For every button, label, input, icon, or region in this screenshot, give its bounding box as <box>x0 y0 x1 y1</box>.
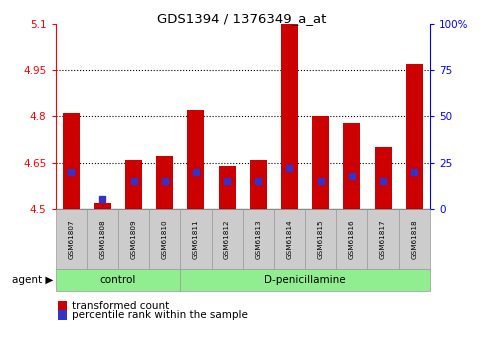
Text: GSM61817: GSM61817 <box>380 219 386 259</box>
Bar <box>343 122 360 209</box>
Text: GDS1394 / 1376349_a_at: GDS1394 / 1376349_a_at <box>157 12 326 25</box>
Text: GSM61814: GSM61814 <box>286 219 293 259</box>
Text: GSM61810: GSM61810 <box>162 219 168 259</box>
Text: percentile rank within the sample: percentile rank within the sample <box>72 310 248 320</box>
Bar <box>94 203 111 209</box>
Text: GSM61818: GSM61818 <box>411 219 417 259</box>
Text: control: control <box>100 275 136 285</box>
Text: D-penicillamine: D-penicillamine <box>264 275 346 285</box>
Text: agent ▶: agent ▶ <box>12 275 53 285</box>
Text: GSM61813: GSM61813 <box>256 219 261 259</box>
Bar <box>125 159 142 209</box>
Text: GSM61809: GSM61809 <box>130 219 137 259</box>
Bar <box>187 110 204 209</box>
Bar <box>406 64 423 209</box>
Bar <box>63 114 80 209</box>
Text: GSM61812: GSM61812 <box>224 219 230 259</box>
Bar <box>156 156 173 209</box>
Bar <box>218 166 236 209</box>
Text: GSM61816: GSM61816 <box>349 219 355 259</box>
Text: transformed count: transformed count <box>72 302 170 311</box>
Text: GSM61815: GSM61815 <box>318 219 324 259</box>
Bar <box>250 159 267 209</box>
Bar <box>374 147 392 209</box>
Text: GSM61807: GSM61807 <box>68 219 74 259</box>
Text: GSM61811: GSM61811 <box>193 219 199 259</box>
Text: GSM61808: GSM61808 <box>99 219 105 259</box>
Bar <box>281 24 298 209</box>
Bar <box>312 116 329 209</box>
